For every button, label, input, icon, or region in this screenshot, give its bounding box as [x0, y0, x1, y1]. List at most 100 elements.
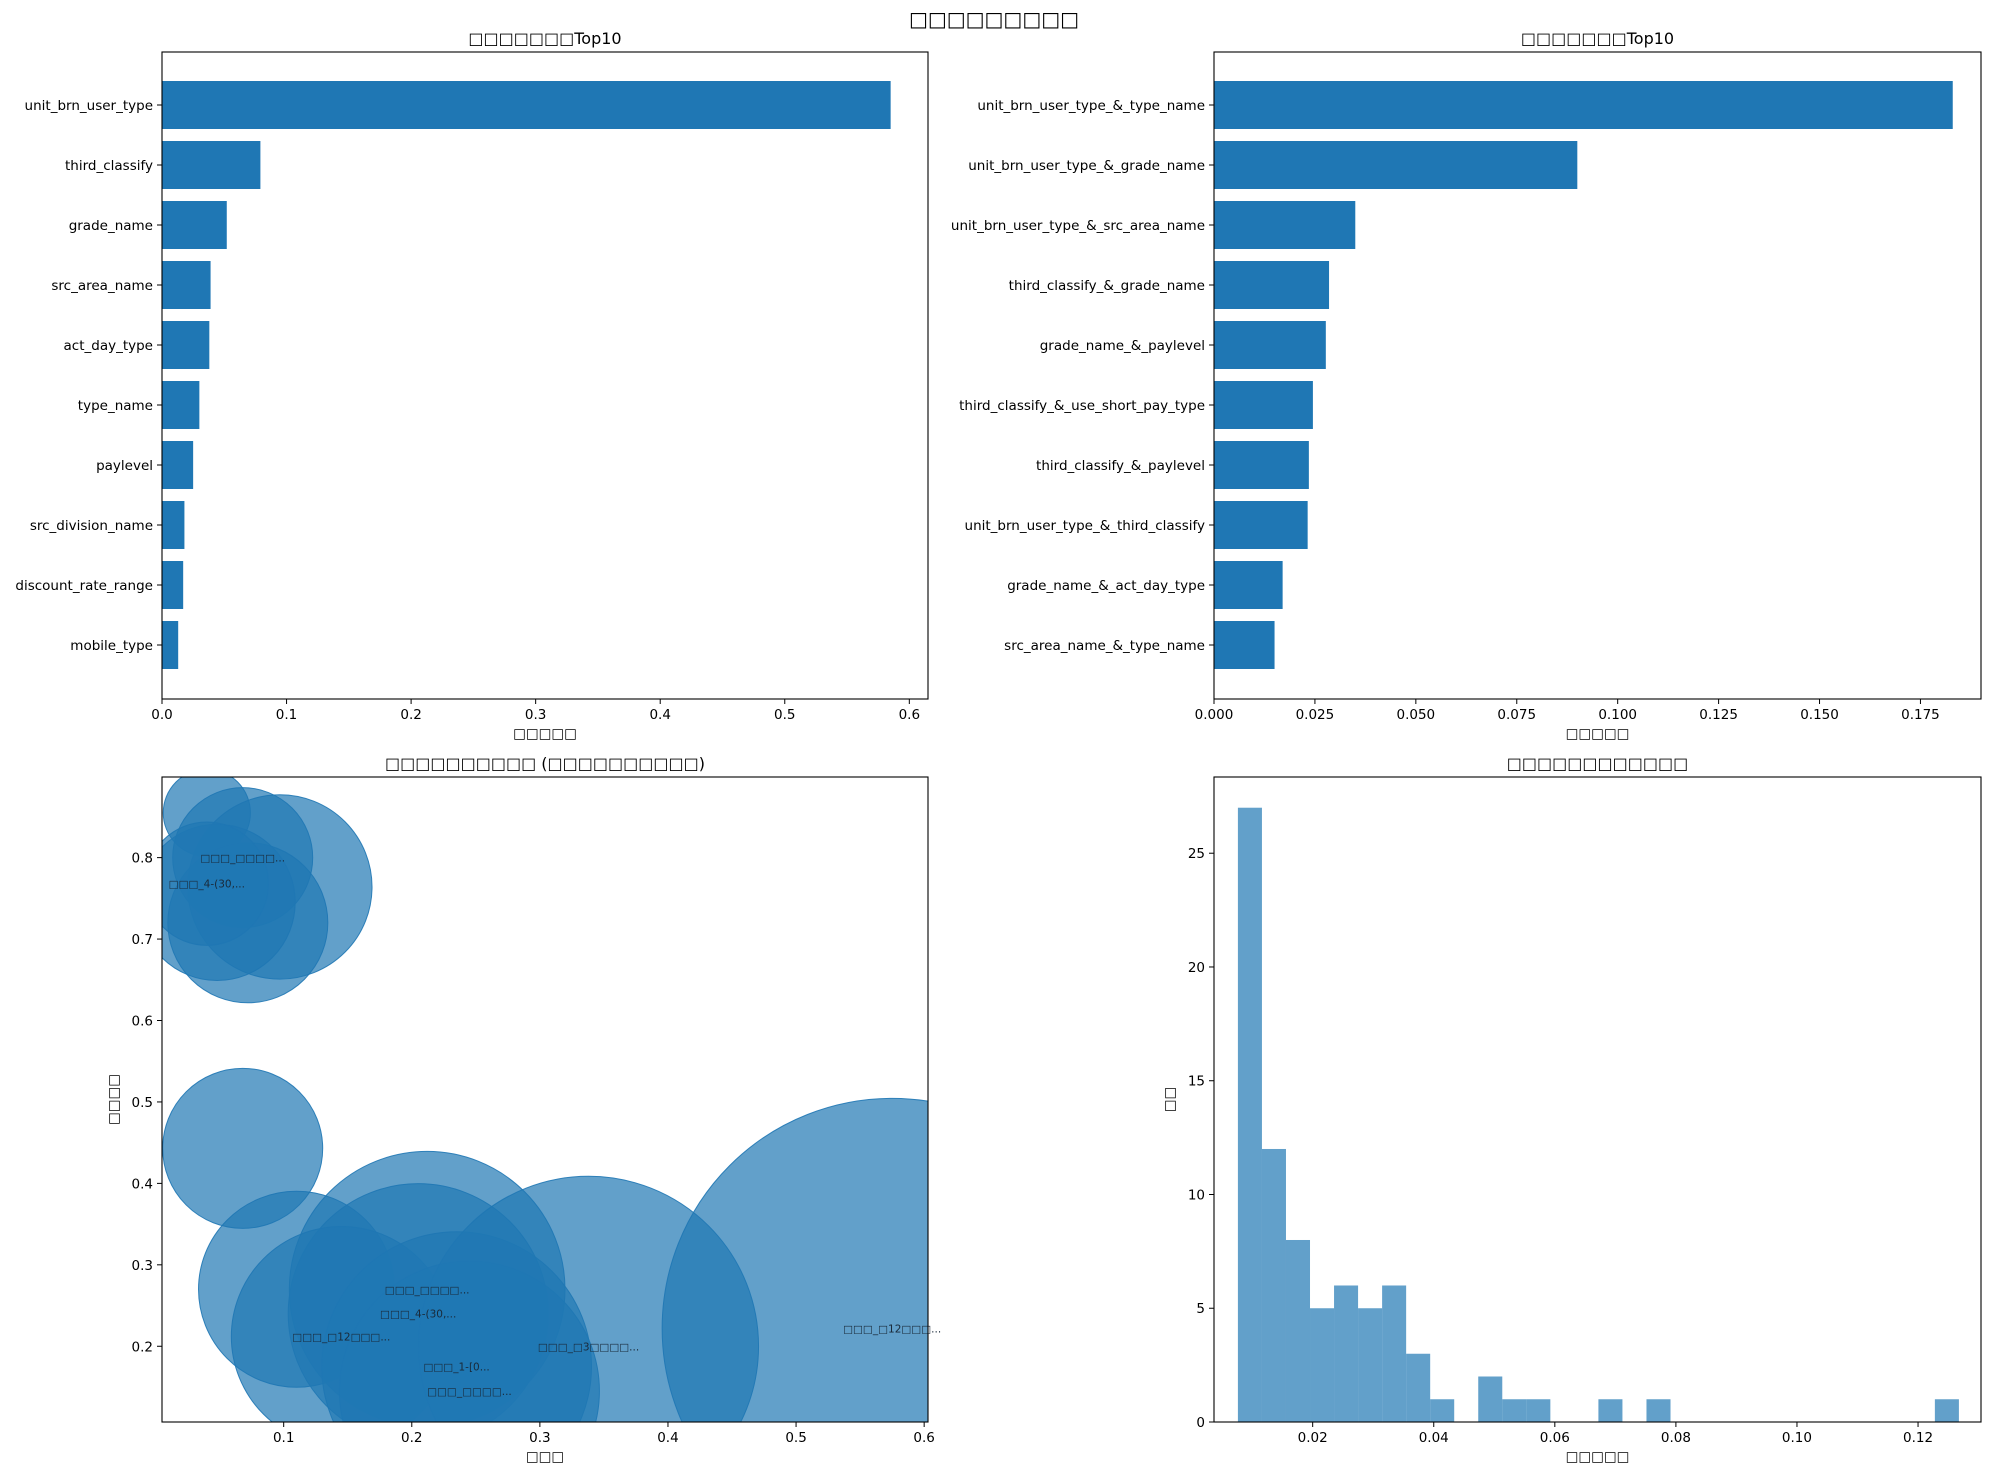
x-tick-label: 0.3: [529, 1430, 550, 1446]
bar: [1214, 321, 1326, 369]
x-tick-label: 0.6: [913, 1430, 934, 1446]
bubbles: [162, 777, 928, 1422]
bar: [162, 441, 194, 489]
x-tick-label: 0.4: [657, 1430, 678, 1446]
category-label: grade_name: [69, 218, 153, 234]
category-label: third_classify: [65, 158, 153, 174]
histogram-bar: [1502, 1399, 1527, 1422]
x-tick-label: 0.12: [1903, 1430, 1933, 1446]
y-tick-label: 20: [1188, 960, 1205, 976]
x-tick-label: 0.6: [899, 707, 920, 723]
y-tick-label: 5: [1196, 1301, 1205, 1317]
category-label: type_name: [78, 398, 153, 414]
x-tick-label: 0.050: [1397, 707, 1436, 723]
category-label: mobile_type: [70, 638, 153, 654]
histogram-bar: [1598, 1399, 1623, 1422]
bubble-label: □□□_4-(30,...: [380, 1309, 456, 1321]
histogram-bar: [1261, 1148, 1286, 1422]
y-tick-label: 25: [1188, 846, 1205, 862]
category-label: src_area_name_&_type_name: [1004, 638, 1205, 654]
histogram-bar: [1358, 1308, 1383, 1422]
y-tick-label: 15: [1188, 1074, 1205, 1090]
category-label: grade_name_&_act_day_type: [1007, 578, 1205, 594]
bar: [162, 321, 210, 369]
bar: [1214, 201, 1356, 249]
category-label: third_classify_&_use_short_pay_type: [959, 398, 1205, 414]
chart-title: □□□□□□□Top10: [1521, 29, 1674, 48]
x-tick-label: 0.2: [401, 1430, 422, 1446]
category-label: unit_brn_user_type: [25, 98, 153, 114]
x-tick-label: 0.075: [1497, 707, 1536, 723]
category-label: third_classify_&_grade_name: [1009, 278, 1205, 294]
y-tick-label: 10: [1188, 1187, 1205, 1203]
histogram-bar: [1934, 1399, 1959, 1422]
bar: [1214, 621, 1275, 669]
bar: [1214, 261, 1330, 309]
x-tick-label: 0.175: [1901, 707, 1940, 723]
bar: [162, 201, 227, 249]
histogram-bar: [1237, 807, 1262, 1422]
x-tick-label: 0.0: [151, 707, 172, 723]
bubble-label: □□□_□□□□...: [427, 1386, 512, 1398]
x-tick-label: 0.02: [1298, 1430, 1328, 1446]
category-label: unit_brn_user_type_&_third_classify: [965, 518, 1205, 534]
x-tick-label: 0.08: [1661, 1430, 1691, 1446]
bubble-label: □□□_□12□□□...: [292, 1331, 390, 1343]
y-tick-label: 0.4: [132, 1176, 153, 1192]
axes-frame: [161, 776, 929, 1423]
x-tick-label: 0.04: [1419, 1430, 1449, 1446]
bubble-label: □□□_1-[0...: [423, 1362, 489, 1374]
histogram-bar: [1646, 1399, 1671, 1422]
y-axis-label: □□: [1162, 1087, 1178, 1113]
histogram-chart: □□□□□□□□□□□□ □□□□□ □□ 0.02 0.04 0.06 0.08 0.…: [1162, 754, 1982, 1465]
bubble-label: □□□_4-(30,...: [169, 879, 245, 891]
category-label: src_area_name: [51, 278, 153, 294]
bubble-label: □□□_□□□□...: [385, 1284, 470, 1296]
x-tick-label: 0.1: [276, 707, 297, 723]
axes-frame: [1213, 51, 1982, 700]
y-tick-label: 0.5: [132, 1095, 153, 1111]
category-label: act_day_type: [64, 338, 153, 354]
bar: [162, 621, 179, 669]
axes-frame: [161, 51, 929, 700]
histogram-bar: [1285, 1239, 1311, 1422]
x-tick-label: 0.100: [1598, 707, 1637, 723]
category-label: unit_brn_user_type_&_src_area_name: [951, 218, 1205, 234]
category-label: src_division_name: [30, 518, 153, 534]
y-axis-label: □□□□: [106, 1074, 122, 1125]
x-tick-label: 0.4: [649, 707, 670, 723]
x-tick-label: 0.06: [1540, 1430, 1570, 1446]
bar: [1214, 381, 1313, 429]
category-label: paylevel: [96, 458, 153, 474]
category-label: grade_name_&_paylevel: [1040, 338, 1205, 354]
histogram-bar: [1334, 1285, 1359, 1422]
bar: [1214, 501, 1308, 549]
x-axis-label: □□□: [526, 1449, 564, 1465]
bubble-label: □□□_□□□□...: [200, 853, 285, 865]
histogram-bar: [1382, 1285, 1407, 1422]
x-tick-label: 0.5: [774, 707, 795, 723]
x-tick-label: 0.1: [273, 1430, 294, 1446]
histogram-bar: [1406, 1353, 1431, 1422]
category-label: discount_rate_range: [15, 578, 153, 594]
category-label: unit_brn_user_type_&_type_name: [977, 98, 1205, 114]
figure-suptitle: □□□□□□□□□: [909, 7, 1079, 31]
x-tick-label: 0.150: [1800, 707, 1839, 723]
category-label: unit_brn_user_type_&_grade_name: [968, 158, 1205, 174]
x-tick-label: 0.5: [785, 1430, 806, 1446]
x-axis-label: □□□□□: [1566, 1449, 1630, 1465]
axes-frame: [1213, 776, 1982, 1423]
bar: [162, 81, 891, 129]
bar: [162, 141, 261, 189]
x-tick-label: 0.125: [1699, 707, 1738, 723]
x-tick-label: 0.10: [1782, 1430, 1812, 1446]
bubble-label: □□□_□12□□□...: [843, 1323, 941, 1335]
x-tick-label: 0.000: [1195, 707, 1234, 723]
histogram-bar: [1310, 1308, 1335, 1422]
bubble-label: □□□_□3□□□□...: [538, 1341, 639, 1353]
histogram-bar: [1430, 1399, 1455, 1422]
bar: [1214, 561, 1283, 609]
y-tick-label: 0.7: [132, 932, 153, 948]
y-tick-label: 0.2: [132, 1339, 153, 1355]
histogram-bar: [1526, 1399, 1551, 1422]
